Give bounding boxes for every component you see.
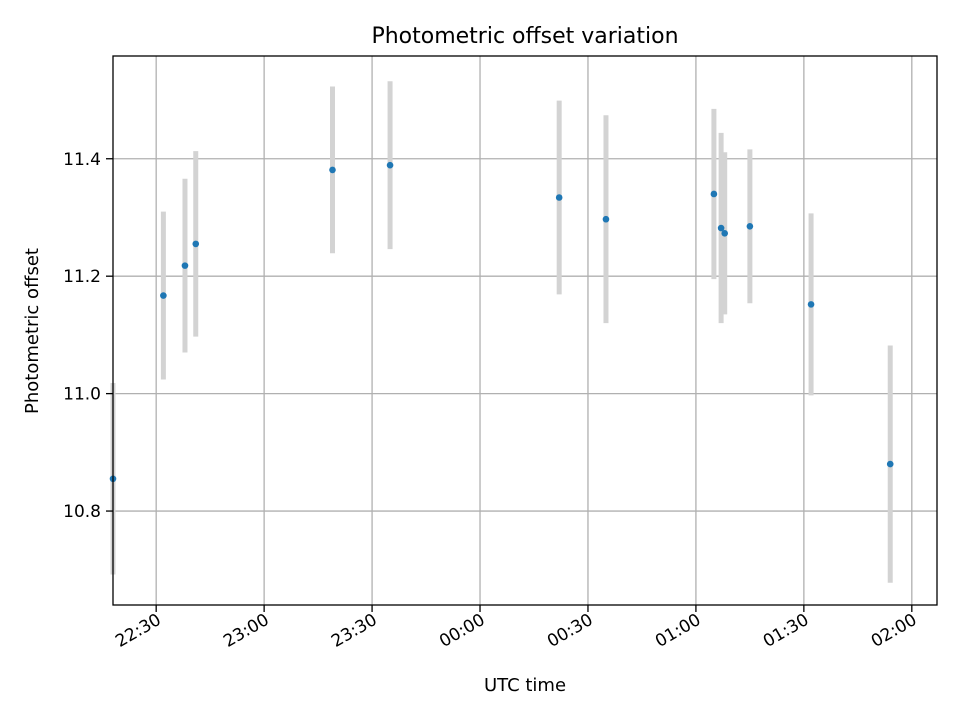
data-point [807, 301, 815, 308]
data-point [160, 292, 167, 299]
grid-layer [113, 56, 937, 605]
data-point [746, 222, 754, 230]
x-tick-label: 00:00 [436, 610, 488, 652]
data-point [717, 224, 725, 232]
x-tick-label: 23:30 [328, 610, 380, 652]
y-tick-label: 11.4 [63, 150, 101, 170]
y-tick-label: 10.8 [63, 502, 101, 522]
data-point [329, 166, 336, 174]
data-point [886, 460, 894, 468]
tick-layer: 22:30 23:00 23:30 00:00 00:30 01:00 01:30 02:00… [63, 150, 920, 652]
errorbar-layer [110, 81, 893, 583]
x-tick-label: 01:30 [760, 610, 812, 652]
data-point [555, 194, 563, 201]
y-tick-label: 11.0 [63, 385, 101, 405]
x-tick-label: 01:00 [652, 610, 704, 652]
data-point [602, 215, 610, 223]
data-point [181, 262, 189, 269]
data-point [721, 230, 729, 237]
x-tick-label: 22:30 [112, 610, 164, 652]
data-point [192, 240, 200, 248]
plot-frame [112, 55, 938, 606]
y-axis-label: Photometric offset [22, 248, 43, 414]
data-point [386, 161, 394, 169]
x-axis-label: UTC time [484, 675, 566, 696]
x-tick-label: 00:30 [544, 610, 596, 652]
point-layer [109, 161, 894, 483]
x-tick-label: 23:00 [220, 610, 272, 652]
data-point [710, 190, 718, 198]
y-tick-label: 11.2 [63, 267, 101, 287]
x-tick-label: 02:00 [868, 610, 920, 652]
chart-title: Photometric offset variation [371, 24, 678, 49]
